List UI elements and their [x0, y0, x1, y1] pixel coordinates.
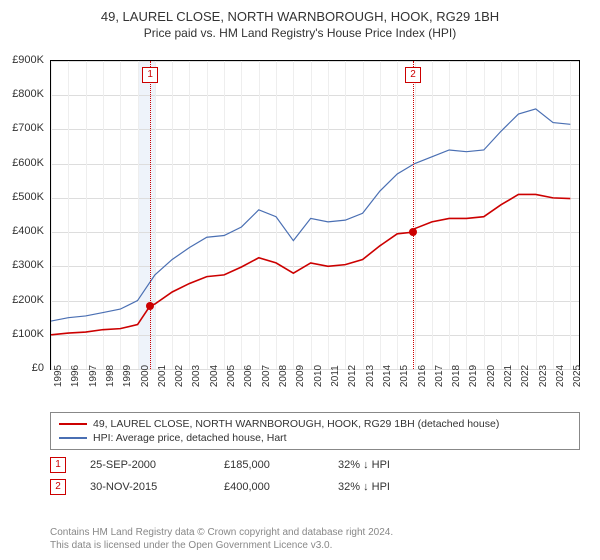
x-tick: 2014	[382, 365, 393, 387]
sale-delta: 32% ↓ HPI	[338, 459, 390, 471]
x-tick: 2021	[503, 365, 514, 387]
legend-swatch	[59, 423, 87, 425]
x-tick: 2002	[174, 365, 185, 387]
x-tick: 2008	[278, 365, 289, 387]
sale-row: 2 30-NOV-2015 £400,000 32% ↓ HPI	[50, 476, 580, 498]
x-tick: 2011	[330, 365, 341, 387]
x-tick: 2017	[434, 365, 445, 387]
x-tick: 2019	[468, 365, 479, 387]
y-tick: £900K	[12, 54, 44, 66]
footer-line-1: Contains HM Land Registry data © Crown c…	[50, 526, 580, 539]
marker-dot-2	[409, 228, 417, 236]
sale-delta: 32% ↓ HPI	[338, 481, 390, 493]
marker-box-1: 1	[142, 67, 158, 83]
x-tick: 2000	[140, 365, 151, 387]
x-tick: 2016	[417, 365, 428, 387]
x-tick: 2013	[365, 365, 376, 387]
x-tick: 2004	[209, 365, 220, 387]
y-tick: £800K	[12, 88, 44, 100]
series-price_paid	[51, 194, 570, 334]
x-tick: 1997	[88, 365, 99, 387]
x-tick: 1999	[122, 365, 133, 387]
chart-title: 49, LAUREL CLOSE, NORTH WARNBOROUGH, HOO…	[0, 0, 600, 26]
x-axis: 1995199619971998199920002001200220032004…	[50, 372, 580, 408]
x-tick: 2020	[486, 365, 497, 387]
y-tick: £100K	[12, 328, 44, 340]
x-tick: 1998	[105, 365, 116, 387]
footer: Contains HM Land Registry data © Crown c…	[50, 526, 580, 552]
y-tick: £700K	[12, 122, 44, 134]
sale-price: £185,000	[224, 459, 314, 471]
y-tick: £300K	[12, 259, 44, 271]
x-tick: 2023	[538, 365, 549, 387]
x-tick: 2012	[347, 365, 358, 387]
legend-swatch	[59, 437, 87, 439]
sale-date: 25-SEP-2000	[90, 459, 200, 471]
y-tick: £200K	[12, 294, 44, 306]
line-plot	[51, 61, 579, 369]
sale-price: £400,000	[224, 481, 314, 493]
x-tick: 2005	[226, 365, 237, 387]
x-tick: 2003	[191, 365, 202, 387]
x-tick: 1996	[70, 365, 81, 387]
legend-label: 49, LAUREL CLOSE, NORTH WARNBOROUGH, HOO…	[93, 418, 499, 430]
x-tick: 2007	[261, 365, 272, 387]
y-tick: £500K	[12, 191, 44, 203]
legend-row: HPI: Average price, detached house, Hart	[59, 431, 571, 445]
y-tick: £600K	[12, 157, 44, 169]
sales-table: 1 25-SEP-2000 £185,000 32% ↓ HPI 2 30-NOV-201…	[50, 454, 580, 498]
y-tick: £400K	[12, 225, 44, 237]
chart-area: 12	[50, 60, 580, 370]
series-hpi	[51, 109, 570, 321]
sale-date: 30-NOV-2015	[90, 481, 200, 493]
x-tick: 2024	[555, 365, 566, 387]
x-tick: 2009	[295, 365, 306, 387]
x-tick: 1995	[53, 365, 64, 387]
x-tick: 2001	[157, 365, 168, 387]
x-tick: 2010	[313, 365, 324, 387]
marker-box-2: 2	[405, 67, 421, 83]
footer-line-2: This data is licensed under the Open Gov…	[50, 539, 580, 552]
chart-subtitle: Price paid vs. HM Land Registry's House …	[0, 26, 600, 44]
x-tick: 2015	[399, 365, 410, 387]
x-tick: 2018	[451, 365, 462, 387]
y-axis: £0£100K£200K£300K£400K£500K£600K£700K£80…	[0, 60, 48, 370]
sale-marker: 1	[50, 457, 66, 473]
legend-row: 49, LAUREL CLOSE, NORTH WARNBOROUGH, HOO…	[59, 417, 571, 431]
x-tick: 2006	[243, 365, 254, 387]
marker-dot-1	[146, 302, 154, 310]
sale-row: 1 25-SEP-2000 £185,000 32% ↓ HPI	[50, 454, 580, 476]
x-tick: 2025	[572, 365, 583, 387]
y-tick: £0	[32, 362, 44, 374]
sale-marker: 2	[50, 479, 66, 495]
x-tick: 2022	[520, 365, 531, 387]
legend-label: HPI: Average price, detached house, Hart	[93, 432, 287, 444]
legend: 49, LAUREL CLOSE, NORTH WARNBOROUGH, HOO…	[50, 412, 580, 450]
